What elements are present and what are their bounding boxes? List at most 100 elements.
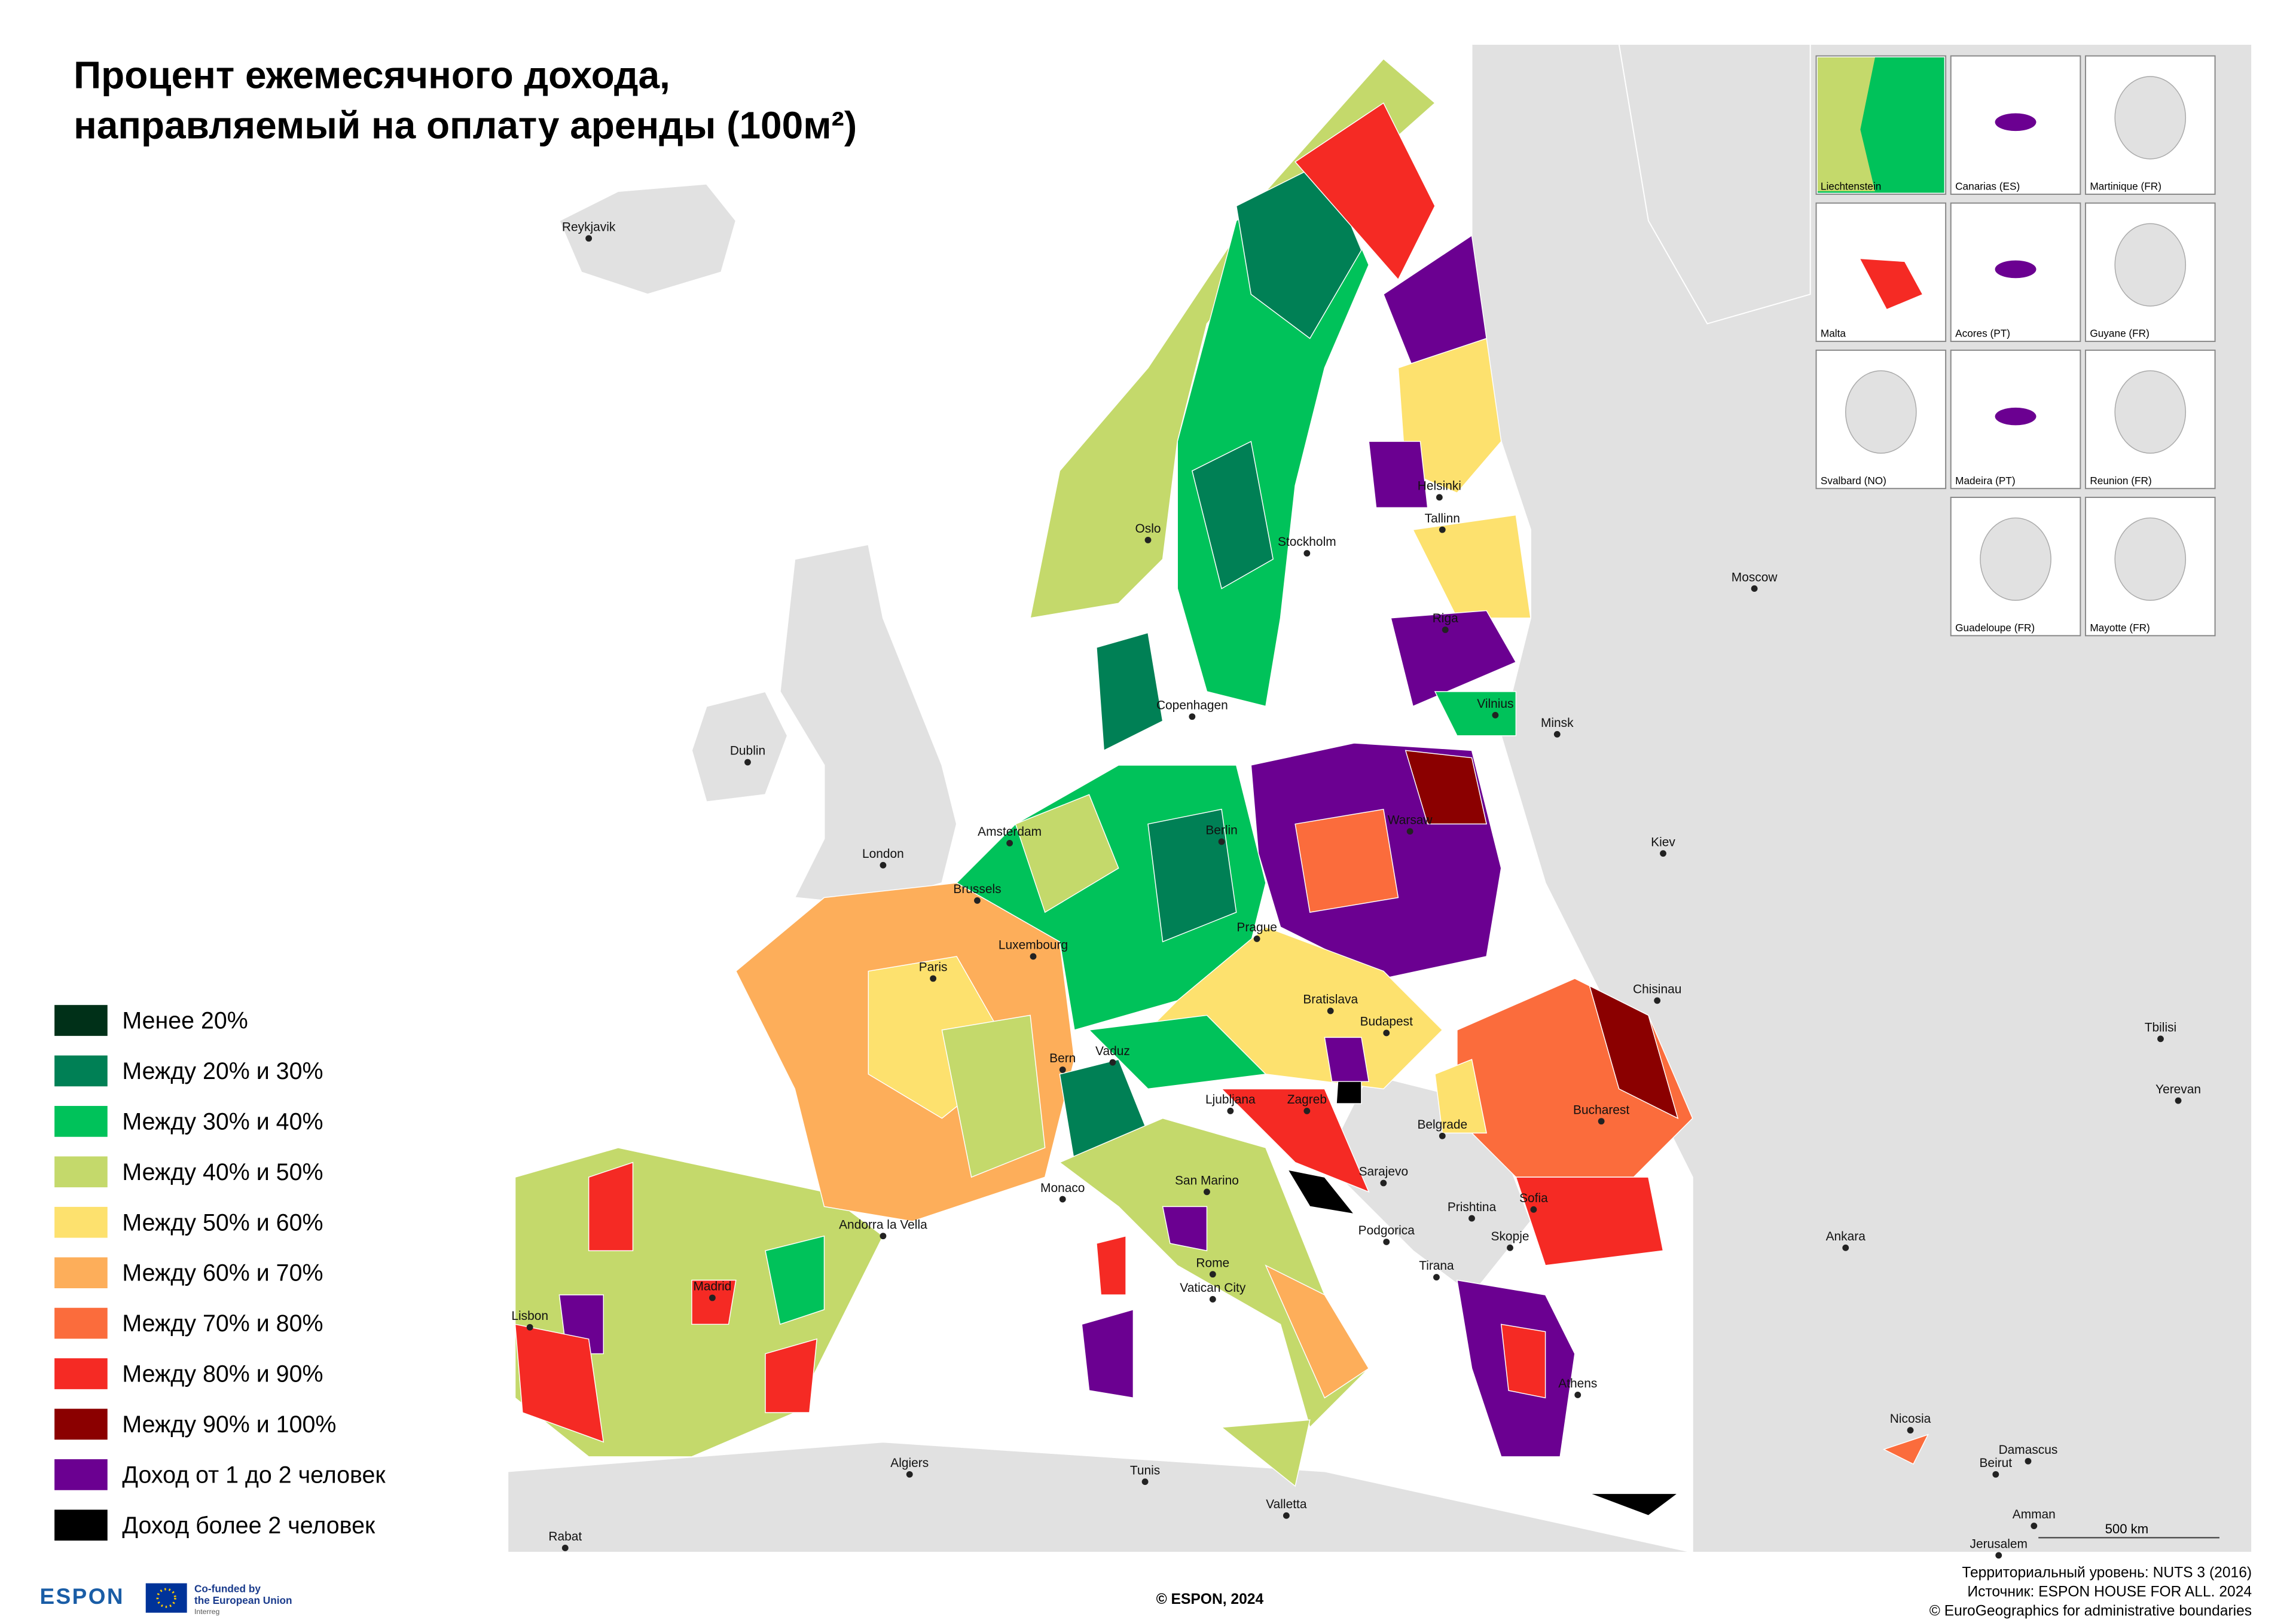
inset-land (2114, 517, 2187, 601)
logo-text: ESPON (40, 1584, 125, 1609)
title: направляемый на оплату аренды (100м²) (74, 103, 857, 146)
logo-funding: Co-funded by (194, 1582, 261, 1594)
city-dot (906, 1471, 913, 1478)
inset-label: Guyane (FR) (2090, 328, 2150, 340)
city-dot (930, 975, 937, 982)
inset-label: Reunion (FR) (2090, 475, 2151, 487)
city-dot (585, 235, 593, 242)
city-dot (1751, 585, 1758, 592)
city-dot (2157, 1035, 2164, 1043)
city-label: Lisbon (511, 1309, 548, 1323)
footer-line: Территориальный уровень: NUTS 3 (2016) (1962, 1565, 2252, 1581)
logo-program: Interreg (194, 1607, 220, 1616)
inset-region (1817, 57, 1875, 191)
region (1096, 632, 1164, 751)
city-label: Algiers (890, 1456, 929, 1470)
city-dot (1253, 936, 1260, 942)
region (1589, 985, 1679, 1120)
region (1015, 794, 1119, 913)
city-label: Vatican City (1180, 1281, 1246, 1295)
city-label: Amsterdam (978, 825, 1042, 839)
city-dot (1992, 1471, 1999, 1478)
city-label: Tallinn (1425, 512, 1460, 525)
region (1265, 1264, 1370, 1399)
city-label: Rabat (548, 1530, 582, 1543)
inset-label: Liechtenstein (1821, 181, 1881, 192)
scale-label: 500 km (2105, 1521, 2149, 1536)
region (765, 1338, 818, 1413)
city-dot (1218, 838, 1225, 845)
city-label: Sarajevo (1359, 1165, 1409, 1179)
non-eu-land (507, 1441, 1693, 1553)
legend-label: Между 90% и 100% (122, 1411, 336, 1438)
region (765, 1235, 825, 1325)
city-label: Andorra la Vella (839, 1218, 927, 1231)
city-label: Valletta (1266, 1497, 1307, 1511)
city-label: Tunis (1130, 1463, 1160, 1477)
region (941, 1014, 1046, 1178)
city-dot (1144, 536, 1152, 543)
city-dot (1006, 840, 1013, 846)
insets: Liechtenstein Canarias (ES) Martinique (FR… (1815, 55, 2216, 637)
city-label: Copenhagen (1156, 698, 1228, 712)
logo-funding: the European Union (194, 1594, 292, 1606)
city-label: Belgrade (1417, 1118, 1467, 1132)
city-label: Rome (1196, 1256, 1229, 1270)
legend-swatch (54, 1156, 108, 1188)
city-dot (1492, 711, 1499, 719)
city-label: Riga (1433, 612, 1458, 625)
non-eu-land (558, 183, 737, 295)
city-dot (1842, 1244, 1849, 1251)
non-eu-land (779, 543, 958, 906)
city-dot (1442, 626, 1449, 633)
city-label: Dublin (730, 744, 765, 758)
region (1162, 1206, 1208, 1252)
region (588, 1162, 634, 1251)
city-dot (1995, 1552, 2002, 1559)
city-dot (1433, 1274, 1440, 1280)
city-label: Monaco (1040, 1181, 1085, 1195)
legend-swatch (54, 1055, 108, 1087)
city-dot (880, 861, 887, 869)
region (691, 1279, 737, 1325)
legend-label: Между 30% и 40% (122, 1108, 323, 1135)
footer-line: © EuroGeographics for administrative bou… (1929, 1603, 2252, 1619)
city-label: Kiev (1651, 835, 1675, 849)
region (1096, 1235, 1126, 1295)
inset-label: Martinique (FR) (2090, 181, 2161, 192)
city-label: Luxembourg (999, 939, 1068, 952)
city-label: Ankara (1826, 1230, 1866, 1243)
city-label: London (862, 847, 904, 861)
region (1405, 750, 1488, 825)
non-eu-land (1618, 43, 1811, 325)
city-label: Stockholm (1278, 535, 1336, 549)
city-label: Prague (1236, 921, 1277, 934)
city-dot (1383, 1029, 1390, 1037)
city-label: Zagreb (1287, 1093, 1327, 1107)
city-label: Brussels (953, 882, 1001, 896)
city-dot (1283, 1512, 1290, 1519)
region (1324, 1037, 1370, 1082)
city-dot (1654, 997, 1661, 1004)
city-dot (1436, 494, 1443, 501)
city-label: Moscow (1732, 570, 1778, 584)
legend-label: Между 50% и 60% (122, 1209, 323, 1236)
region (1882, 1434, 1929, 1465)
city-dot (1907, 1427, 1914, 1434)
city-label: Prishtina (1448, 1200, 1497, 1214)
region (514, 1324, 604, 1443)
inset-land (2114, 76, 2187, 160)
region (1500, 1324, 1546, 1399)
city-label: Yerevan (2155, 1083, 2201, 1096)
legend-label: Между 20% и 30% (122, 1058, 323, 1084)
city-dot (1507, 1244, 1513, 1251)
city-dot (709, 1294, 716, 1301)
eu-stars (156, 1588, 176, 1608)
region (1220, 1419, 1311, 1487)
legend-label: Между 70% и 80% (122, 1310, 323, 1337)
region (1088, 1014, 1267, 1090)
city-dot (2025, 1457, 2032, 1465)
city-dot (1439, 526, 1446, 533)
city-dot (1598, 1118, 1605, 1125)
legend-swatch (54, 1459, 108, 1490)
